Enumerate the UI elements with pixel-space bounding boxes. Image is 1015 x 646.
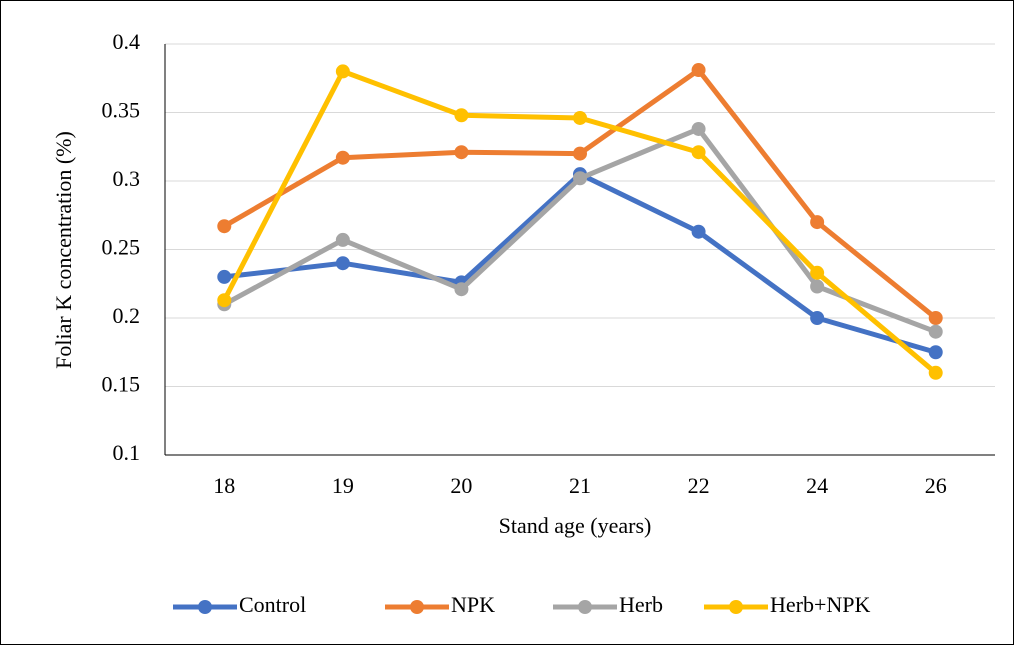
- legend-marker: [198, 600, 212, 614]
- data-point: [691, 63, 706, 78]
- data-point: [573, 110, 587, 125]
- data-point: [573, 146, 587, 161]
- x-tick-label: 24: [806, 473, 828, 498]
- data-point: [573, 171, 587, 186]
- legend-label: Control: [239, 592, 306, 617]
- x-tick-label: 19: [332, 473, 354, 498]
- data-point: [810, 279, 825, 294]
- y-tick-label: 0.2: [113, 303, 141, 328]
- data-point: [454, 108, 469, 123]
- x-tick-label: 22: [688, 473, 710, 498]
- data-point: [335, 64, 350, 79]
- legend-label: Herb+NPK: [770, 592, 871, 617]
- x-tick-label: 21: [569, 473, 591, 498]
- data-point: [217, 293, 232, 308]
- data-point: [335, 150, 350, 165]
- data-point: [217, 269, 232, 284]
- data-point: [691, 121, 706, 136]
- x-tick-label: 18: [213, 473, 235, 498]
- x-tick-label: 26: [925, 473, 947, 498]
- y-tick-label: 0.1: [113, 440, 141, 465]
- data-point: [217, 219, 232, 234]
- legend-label: Herb: [619, 592, 663, 617]
- data-point: [454, 282, 469, 297]
- y-tick-label: 0.4: [113, 29, 141, 54]
- y-tick-label: 0.25: [102, 235, 141, 260]
- data-point: [928, 345, 943, 360]
- legend-marker: [578, 600, 592, 614]
- y-axis-label: Foliar K concentration (%): [51, 131, 76, 369]
- x-axis-label: Stand age (years): [499, 513, 652, 538]
- data-point: [810, 311, 825, 325]
- y-tick-label: 0.35: [102, 98, 141, 123]
- data-point: [810, 265, 825, 280]
- y-tick-label: 0.15: [102, 372, 141, 397]
- data-point: [928, 365, 943, 380]
- data-point: [691, 224, 706, 239]
- data-point: [454, 145, 469, 160]
- legend-marker: [729, 600, 743, 614]
- data-point: [810, 215, 825, 230]
- legend-marker: [410, 600, 424, 614]
- x-tick-label: 20: [450, 473, 472, 498]
- legend-label: NPK: [451, 592, 495, 617]
- data-point: [691, 145, 706, 160]
- data-point: [335, 256, 350, 271]
- y-tick-label: 0.3: [113, 166, 141, 191]
- data-point: [335, 232, 350, 247]
- data-point: [928, 324, 943, 339]
- data-point: [928, 311, 943, 325]
